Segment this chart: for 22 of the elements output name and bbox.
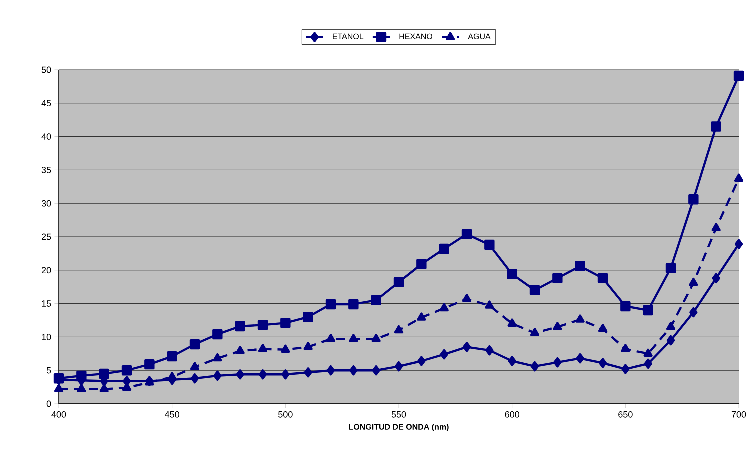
y-tick-label: 50 <box>42 66 52 74</box>
y-tick-label: 15 <box>42 300 52 307</box>
x-tick-label: 600 <box>505 411 520 418</box>
x-axis-title: LONGITUD DE ONDA (nm) <box>349 424 449 432</box>
y-tick-label: 10 <box>42 334 52 340</box>
y-tick-label: 35 <box>42 167 52 174</box>
x-tick-label: 700 <box>732 411 746 418</box>
legend-label: HEXANO <box>400 34 433 40</box>
x-tick-label: 450 <box>165 411 180 418</box>
y-tick-label: 45 <box>42 100 52 107</box>
y-tick-label: 30 <box>42 200 52 207</box>
x-tick-label: 650 <box>618 411 633 418</box>
legend-label: AGUA <box>468 34 491 40</box>
x-tick-label: 400 <box>52 411 66 418</box>
legend-label: ETANOL <box>333 34 364 40</box>
x-tick-label: 500 <box>278 411 293 418</box>
x-tick-label: 550 <box>392 411 406 418</box>
y-tick-label: 0 <box>46 400 52 408</box>
y-tick-label: 20 <box>42 267 52 274</box>
y-tick-label: 5 <box>46 367 52 374</box>
y-tick-label: 25 <box>42 234 52 240</box>
y-tick-label: 40 <box>42 134 52 140</box>
